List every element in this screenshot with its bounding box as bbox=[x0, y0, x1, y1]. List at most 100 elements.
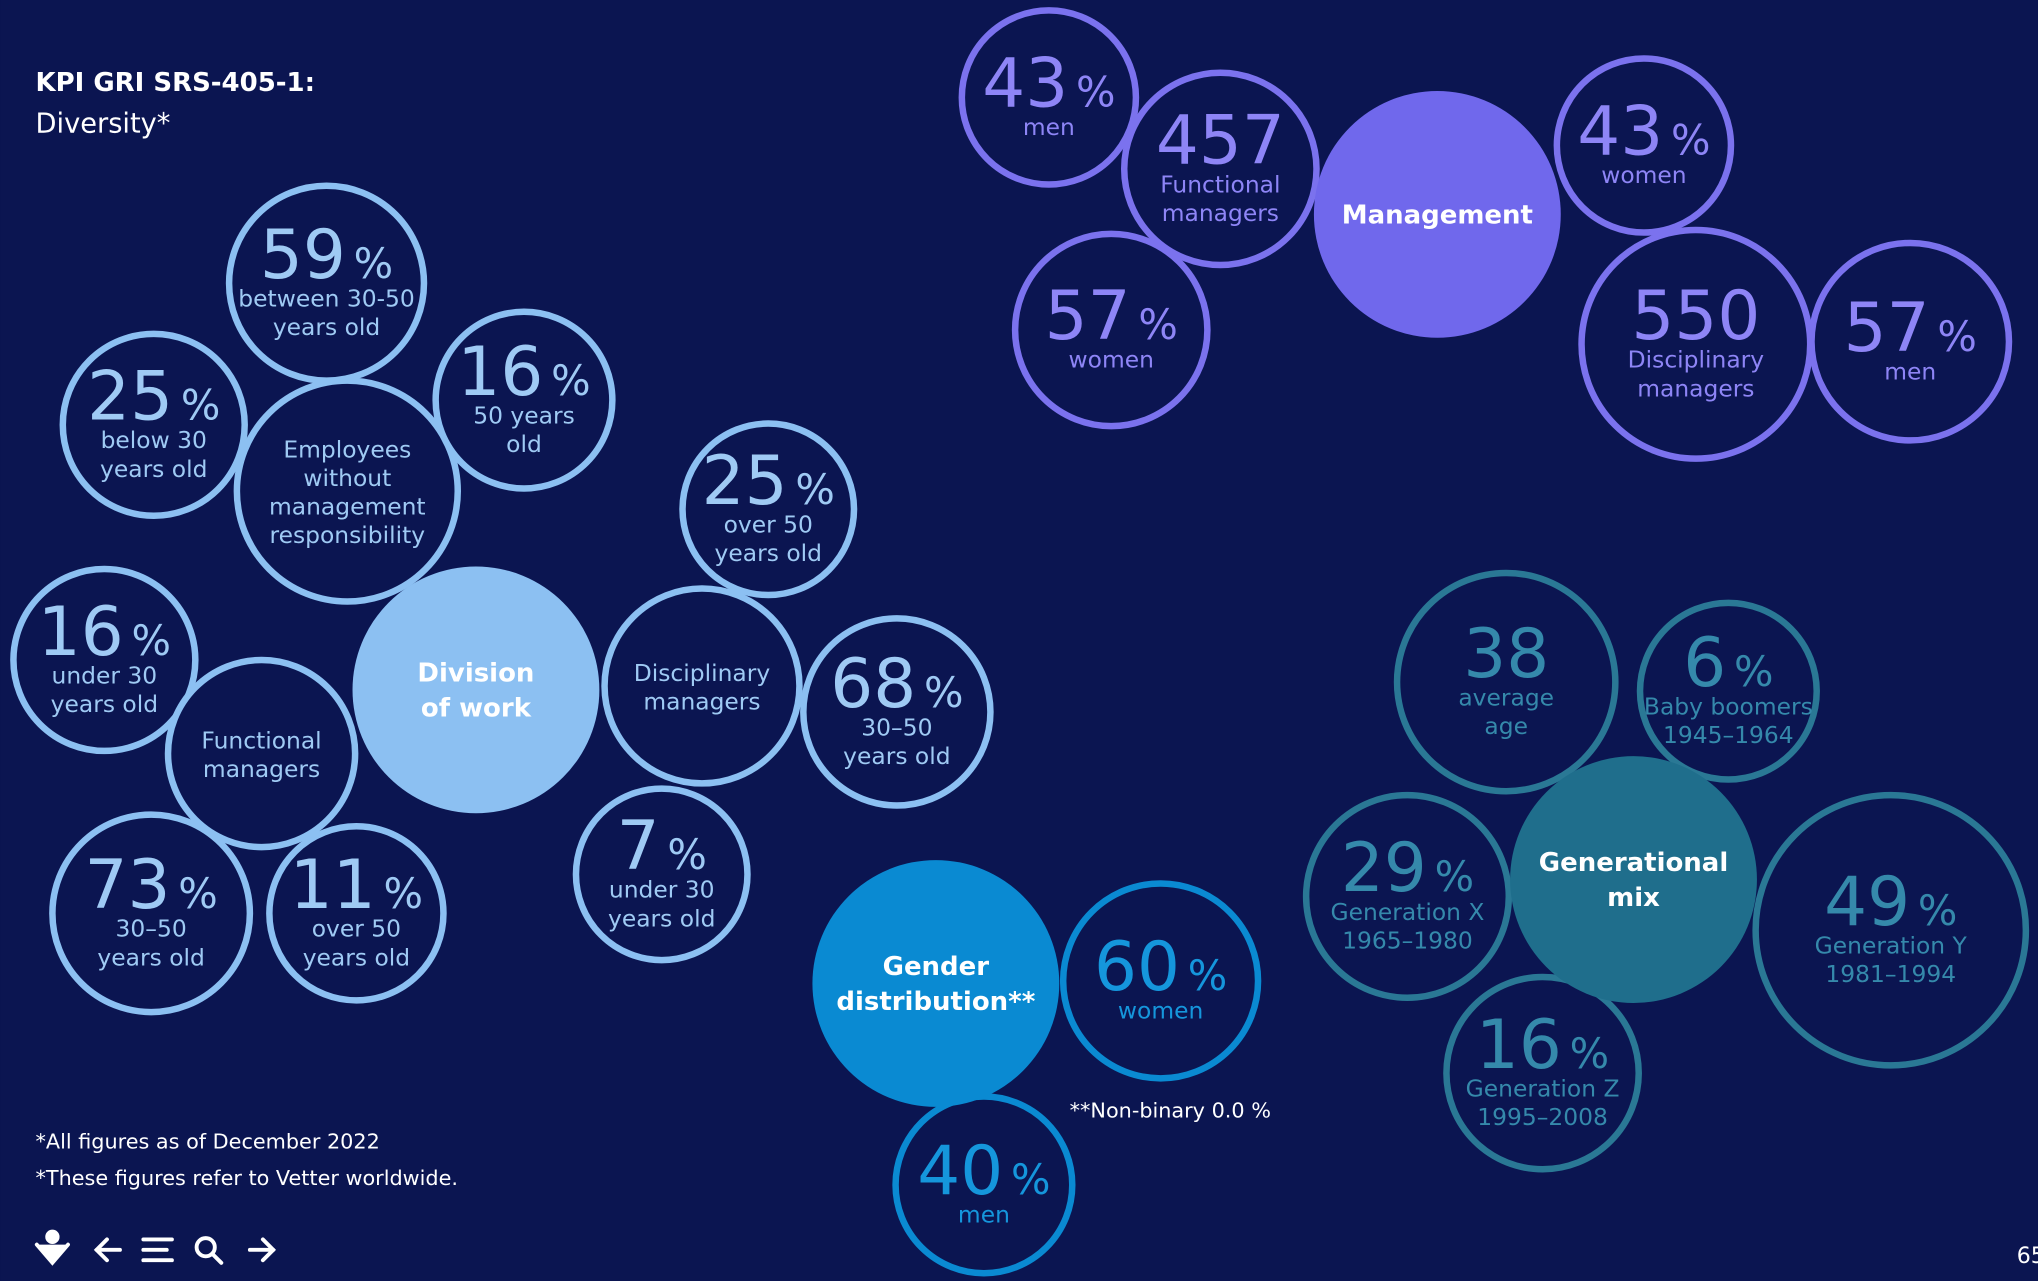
bubble-figure: 43% bbox=[1577, 92, 1710, 171]
bubble-label: managers bbox=[643, 687, 760, 715]
figure-value: 29 bbox=[1341, 828, 1427, 907]
bubble-label: Functional bbox=[201, 726, 321, 754]
bubble bbox=[164, 656, 359, 851]
bubble-label: men bbox=[1884, 357, 1936, 385]
bubble-label: average bbox=[1458, 683, 1554, 711]
figure-unit: % bbox=[1138, 300, 1178, 349]
bubble-label: years old bbox=[51, 690, 158, 718]
figure-unit: % bbox=[1918, 886, 1958, 935]
figure-value: 25 bbox=[702, 441, 788, 520]
bubble-figure: 7% bbox=[617, 806, 707, 885]
bubble-label: years old bbox=[608, 904, 715, 932]
footnote: *These figures refer to Vetter worldwide… bbox=[36, 1166, 458, 1190]
figure-unit: % bbox=[1671, 116, 1711, 165]
bubble-label: women bbox=[1118, 997, 1203, 1025]
bubble-figure: 16% bbox=[38, 592, 171, 671]
bubble bbox=[1059, 880, 1262, 1082]
bubble-label: years old bbox=[303, 943, 410, 971]
bubble-label: years old bbox=[100, 455, 207, 483]
bubble bbox=[800, 615, 994, 809]
bubble-label: Employees bbox=[283, 435, 411, 463]
page-title: Diversity* bbox=[36, 109, 171, 140]
bubble-label: 30–50 bbox=[116, 915, 187, 943]
bubble-label: Disciplinary bbox=[634, 659, 771, 687]
bubble bbox=[59, 330, 248, 520]
bubble-figure: 11% bbox=[290, 845, 423, 924]
bubble-figure: 16% bbox=[1476, 1005, 1609, 1084]
bubble-label: without bbox=[303, 464, 391, 492]
bubble bbox=[572, 785, 751, 964]
figure-value: 16 bbox=[38, 592, 124, 671]
figure-value: 59 bbox=[260, 215, 346, 294]
bubble-label: Generation X bbox=[1331, 898, 1485, 926]
bubble-label: age bbox=[1484, 712, 1528, 740]
bubble-figure: 550 bbox=[1631, 276, 1760, 355]
bubble-label: old bbox=[506, 430, 542, 458]
search-button[interactable] bbox=[194, 1236, 224, 1265]
figure-value: 68 bbox=[830, 644, 916, 723]
bubble-label: 50 years bbox=[473, 402, 575, 430]
bubble bbox=[1443, 973, 1642, 1173]
bubble-label: below 30 bbox=[101, 426, 207, 454]
bubble-label: managers bbox=[203, 755, 320, 783]
page-number: 65 bbox=[2017, 1244, 2038, 1269]
bubble bbox=[601, 585, 803, 787]
bubble-figure: 457 bbox=[1156, 101, 1285, 180]
menu-button[interactable] bbox=[141, 1237, 174, 1263]
bubble-figure: 49% bbox=[1824, 862, 1957, 941]
bubble-label: years old bbox=[843, 742, 950, 770]
hub-bubble bbox=[1510, 756, 1757, 1003]
bubble bbox=[1636, 599, 1820, 783]
bubble bbox=[1752, 791, 2030, 1069]
figure-unit: % bbox=[1570, 1029, 1609, 1078]
figure-value: 43 bbox=[982, 44, 1068, 123]
hub-label: mix bbox=[1607, 883, 1660, 913]
figure-value: 57 bbox=[1045, 276, 1131, 355]
bubble-figure: 38 bbox=[1463, 614, 1549, 693]
figure-unit: % bbox=[795, 465, 835, 514]
bubble-figure: 60% bbox=[1094, 927, 1227, 1006]
bubble-label: 1945–1964 bbox=[1663, 721, 1794, 749]
figure-unit: % bbox=[181, 381, 221, 430]
back-button[interactable] bbox=[93, 1237, 122, 1263]
bubble-figure: 43% bbox=[982, 44, 1115, 123]
bubble bbox=[1120, 69, 1320, 269]
bubble bbox=[1808, 239, 2013, 444]
bubble-label: Functional bbox=[1160, 170, 1280, 198]
bubble-figure: 40% bbox=[917, 1131, 1050, 1210]
figure-value: 25 bbox=[87, 357, 173, 436]
figure-value: 6 bbox=[1683, 623, 1726, 702]
hub-label: Generational bbox=[1539, 848, 1728, 878]
bubble bbox=[432, 308, 616, 492]
bubble-label: managers bbox=[1637, 374, 1754, 402]
figure-unit: % bbox=[178, 869, 218, 918]
figure-unit: % bbox=[1076, 68, 1116, 117]
hub-bubble bbox=[352, 566, 600, 814]
bubble bbox=[1553, 55, 1735, 236]
bubble-figure: 25% bbox=[702, 441, 835, 520]
bubble-label: 1981–1994 bbox=[1825, 960, 1956, 988]
hub-label: Division bbox=[417, 658, 534, 688]
bubble bbox=[1393, 569, 1619, 795]
figure-unit: % bbox=[1937, 312, 1976, 361]
bubble-label: men bbox=[1023, 113, 1075, 141]
figure-value: 73 bbox=[85, 845, 171, 924]
logo[interactable] bbox=[34, 1229, 70, 1266]
figure-value: 43 bbox=[1577, 92, 1663, 171]
figure-unit: % bbox=[384, 869, 424, 918]
hub-label: distribution** bbox=[836, 987, 1035, 1017]
figure-value: 40 bbox=[917, 1131, 1003, 1210]
bubble-label: men bbox=[958, 1201, 1010, 1229]
hub-bubble bbox=[812, 860, 1060, 1107]
hub-note: **Non-binary 0.0 % bbox=[1070, 1098, 1271, 1122]
bubble-label: under 30 bbox=[609, 876, 715, 904]
forward-button[interactable] bbox=[247, 1237, 277, 1263]
hub-label: Gender bbox=[883, 952, 990, 982]
nav-bar bbox=[34, 1229, 277, 1266]
bubble-label: 1965–1980 bbox=[1342, 926, 1473, 954]
bubble-label: Generation Y bbox=[1815, 932, 1968, 960]
figure-unit: % bbox=[1011, 1155, 1051, 1204]
bubble bbox=[1302, 791, 1513, 1002]
